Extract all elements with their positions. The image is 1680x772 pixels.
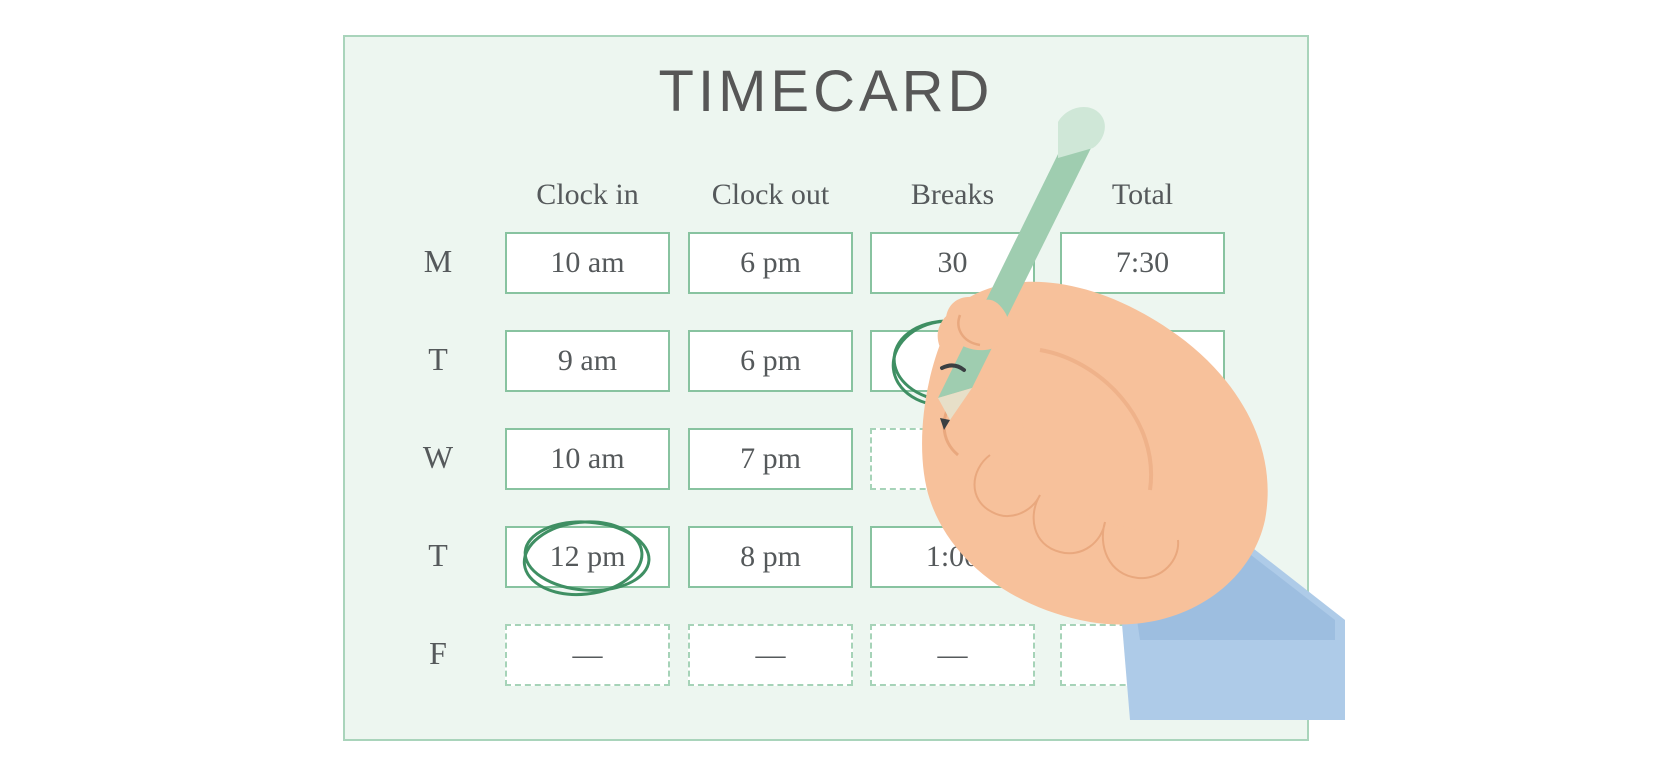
row-label: T [418,537,458,574]
timecard-cell: 7:00 [1060,526,1225,588]
row-label: F [418,635,458,672]
timecard-cell: 12 pm [505,526,670,588]
timecard-cell: 1:00 [870,526,1035,588]
column-header: Clock in [505,178,670,212]
timecard-cell: — [870,624,1035,686]
timecard-cell [1060,428,1225,490]
row-label: M [418,243,458,280]
column-header: Total [1060,178,1225,212]
timecard-cell: — [1060,624,1225,686]
column-header: Clock out [688,178,853,212]
timecard-cell: 9 am [505,330,670,392]
timecard-cell: 8 pm [688,526,853,588]
timecard-cell: — [688,624,853,686]
timecard-cell: — [870,428,1035,490]
row-label: W [418,439,458,476]
row-label: T [418,341,458,378]
timecard-cell: 6 pm [688,232,853,294]
timecard-cell [870,330,1035,392]
timecard-cell: 10 am [505,232,670,294]
stage: TIMECARD Clock in Clock out Breaks Total M T… [0,0,1680,772]
timecard-cell: 6 pm [688,330,853,392]
column-header: Breaks [870,178,1035,212]
timecard-cell: 10 am [505,428,670,490]
timecard-cell: 7 pm [688,428,853,490]
timecard-cell: — [505,624,670,686]
timecard-title: TIMECARD [343,58,1309,125]
timecard-cell: 30 [870,232,1035,294]
timecard-cell: 7:30 [1060,232,1225,294]
timecard-cell [1060,330,1225,392]
